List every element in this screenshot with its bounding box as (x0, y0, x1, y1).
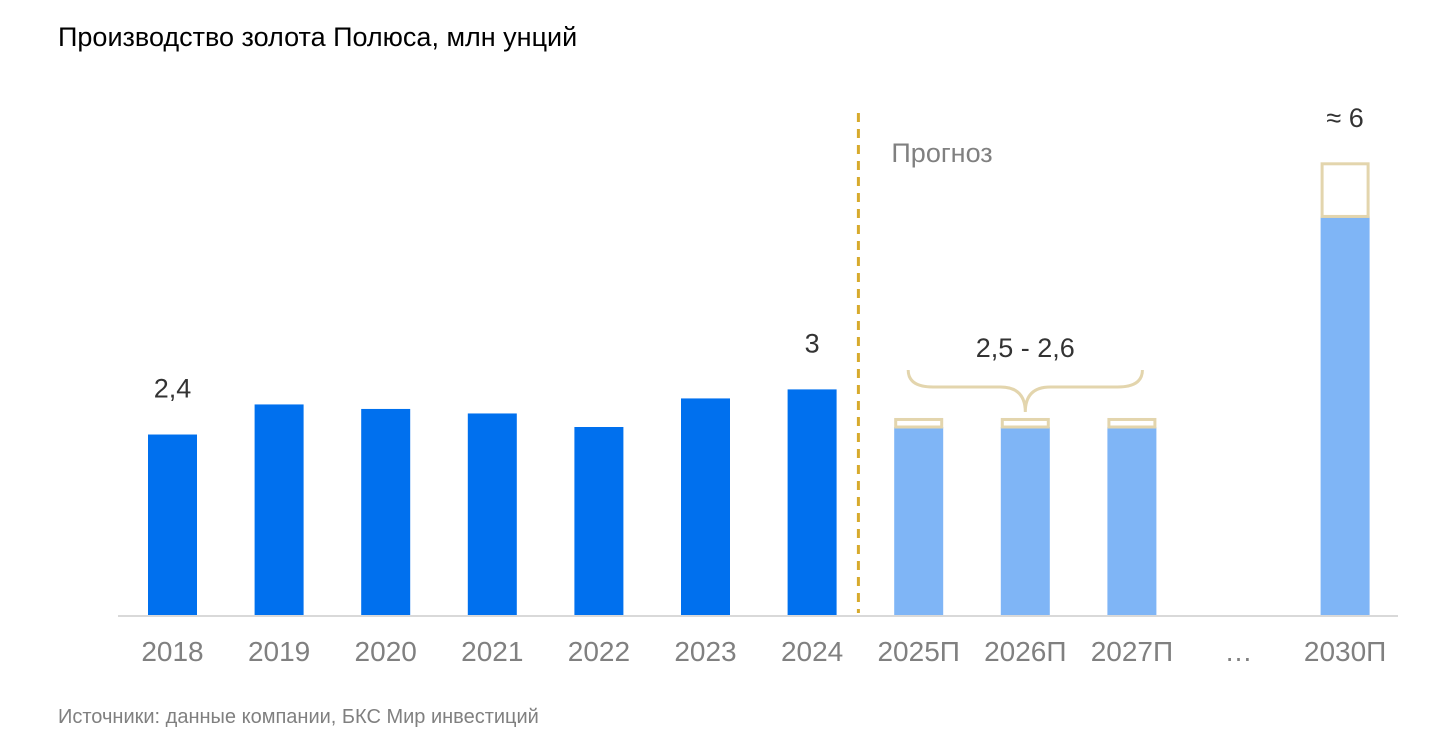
range-brace (906, 369, 1144, 413)
bar-2022 (574, 427, 624, 615)
tick-label-2024: 2024 (781, 636, 843, 667)
tick-label-2023: 2023 (674, 636, 736, 667)
bar-2024 (787, 389, 837, 615)
tick-label-ellipsis: … (1225, 636, 1253, 667)
tick-label-2018: 2018 (141, 636, 203, 667)
bar-2027П (1107, 427, 1157, 615)
tick-label-2019: 2019 (248, 636, 310, 667)
data-label-2018: 2,4 (154, 374, 192, 404)
bar-2023 (681, 398, 730, 615)
chart-title: Производство золота Полюса, млн унций (58, 22, 578, 52)
tick-label-2027П: 2027П (1091, 636, 1173, 667)
range-box-2025П (894, 417, 944, 429)
range-box-2027П (1107, 417, 1157, 429)
range-box-2030П (1320, 162, 1370, 218)
data-label-2024: 3 (805, 328, 820, 358)
annotations-layer: 2,4 3 ≈ 6 Прогноз 2,5 - 2,6 (118, 103, 1398, 617)
bars-layer (148, 216, 1370, 615)
forecast-label: Прогноз (891, 138, 992, 168)
bar-2020 (361, 408, 411, 615)
tick-label-2025П: 2025П (877, 636, 959, 667)
source-note: Источники: данные компании, БКС Мир инве… (58, 706, 539, 728)
bar-2019 (254, 404, 304, 615)
tick-label-2020: 2020 (355, 636, 417, 667)
bar-2018 (148, 434, 197, 615)
bar-2026П (1000, 427, 1050, 615)
bar-2021 (467, 413, 517, 615)
data-label-2030П: ≈ 6 (1326, 103, 1363, 133)
range-box-2026П (1000, 417, 1050, 429)
tick-label-2026П: 2026П (984, 636, 1066, 667)
bar-2030П (1320, 216, 1370, 615)
tick-label-2021: 2021 (461, 636, 523, 667)
range-label: 2,5 - 2,6 (976, 333, 1075, 363)
x-axis-ticks: 2018 2019 2020 2021 2022 2023 2024 2025П 2026П 20… (141, 636, 1386, 667)
chart: 2,4 3 ≈ 6 Прогноз 2,5 - 2,6 2018 2019 2020 2021… (118, 103, 1398, 667)
tick-label-2022: 2022 (568, 636, 630, 667)
tick-label-2030П: 2030П (1304, 636, 1386, 667)
bar-2025П (894, 427, 944, 615)
